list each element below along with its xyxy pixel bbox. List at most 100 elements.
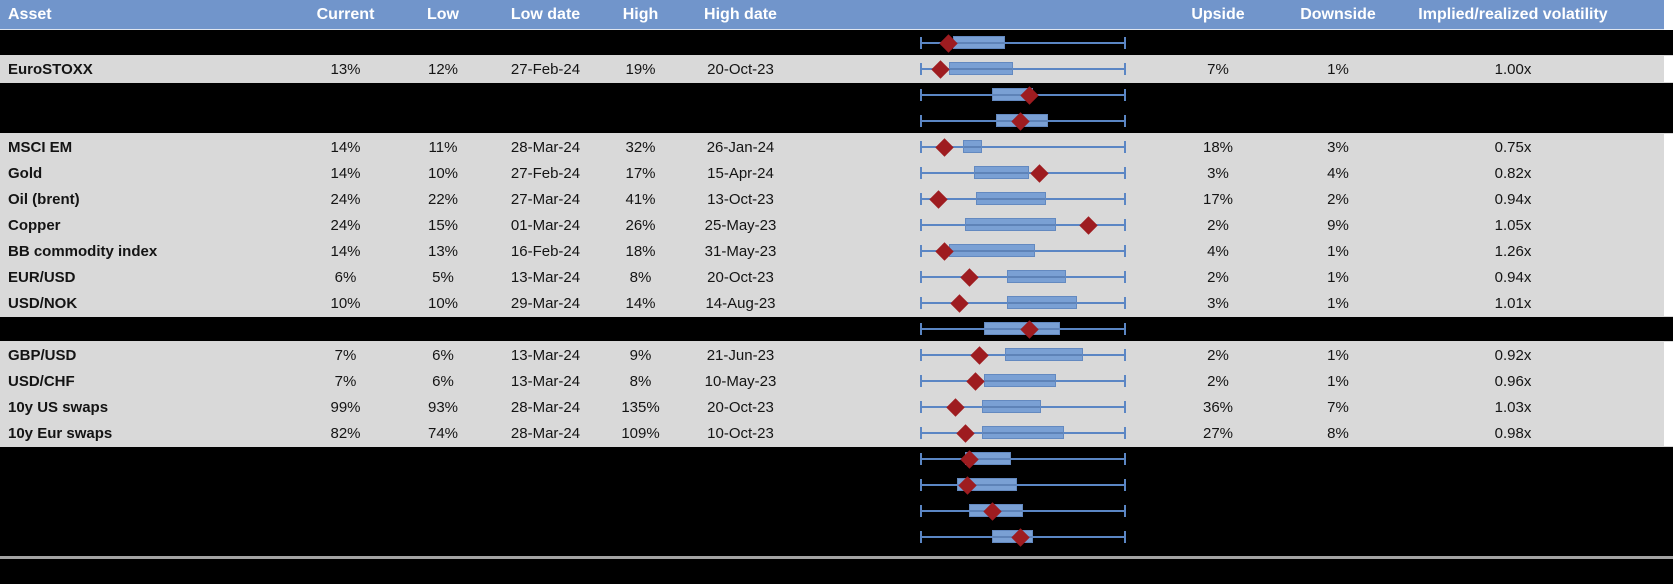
box-median-line — [984, 379, 1055, 382]
cell-current: 7% — [334, 346, 357, 364]
whisker-cap-left — [920, 89, 922, 101]
interquartile-box — [975, 192, 1046, 205]
cell-boxplot — [808, 342, 1138, 368]
whisker-cap-right — [1124, 479, 1126, 491]
cell-high: 32% — [625, 138, 656, 156]
cell-upside: 2% — [1207, 268, 1229, 286]
range-boxplot — [920, 56, 1126, 82]
cell-highdate: 20-Oct-23 — [707, 398, 774, 416]
asset-row: EuroSTOXX 13% 12% 27-Feb-24 19% 20-Oct-23 7% 1%… — [0, 56, 1664, 82]
cell-boxplot — [808, 368, 1138, 394]
cell-boxplot — [808, 524, 1138, 550]
asset-row: MSCI EM 14% 11% 28-Mar-24 32% 26-Jan-24 18% 3% 0… — [0, 134, 1664, 160]
asset-row: 10y Eur swaps 82% 74% 28-Mar-24 109% 10-Oct-2… — [0, 420, 1664, 446]
interquartile-box — [948, 244, 1036, 257]
cell-high: 18% — [625, 242, 656, 260]
cell-downside: 1% — [1327, 294, 1349, 312]
box-median-line — [966, 223, 1055, 226]
cell-high: 14% — [625, 294, 656, 312]
current-level-diamond — [956, 423, 975, 443]
interquartile-box — [981, 400, 1042, 413]
range-boxplot — [920, 108, 1126, 134]
whisker-cap-right — [1124, 427, 1126, 439]
cell-upside: 36% — [1202, 398, 1234, 416]
cell-implied: 1.03x — [1494, 398, 1532, 416]
cell-highdate: 21-Jun-23 — [706, 346, 775, 364]
cell-lowdate: 27-Feb-24 — [510, 164, 581, 182]
cell-implied: 1.26x — [1494, 242, 1532, 260]
box-median-line — [964, 145, 981, 148]
cell-downside: 3% — [1327, 138, 1349, 156]
cell-low: 13% — [427, 242, 459, 260]
interquartile-box — [1004, 348, 1083, 361]
cell-boxplot — [808, 472, 1138, 498]
cell-highdate: 20-Oct-23 — [707, 60, 774, 78]
asset-row: Oil (brent) 24% 22% 27-Mar-24 41% 13-Oct-23 17… — [0, 186, 1664, 212]
cell-low: 6% — [432, 346, 454, 364]
cell-lowdate: 29-Mar-24 — [510, 294, 581, 312]
interquartile-box — [983, 374, 1056, 387]
cell-implied: 0.98x — [1494, 424, 1532, 442]
cell-upside: 3% — [1207, 164, 1229, 182]
cell-upside: 2% — [1207, 346, 1229, 364]
whisker-cap-right — [1124, 63, 1126, 75]
interquartile-box — [981, 426, 1065, 439]
column-header-high: High — [622, 5, 659, 23]
interquartile-box — [1006, 296, 1077, 309]
cell-upside: 17% — [1202, 190, 1234, 208]
cell-low: 22% — [427, 190, 459, 208]
whisker-line — [920, 510, 1126, 512]
cell-boxplot — [808, 420, 1138, 446]
whisker-cap-right — [1124, 349, 1126, 361]
whisker-cap-left — [920, 375, 922, 387]
cell-boxplot — [808, 498, 1138, 524]
whisker-cap-left — [920, 245, 922, 257]
cell-asset: USD/CHF — [8, 372, 75, 390]
current-level-diamond — [1079, 215, 1099, 235]
column-header-lowdate: Low date — [510, 5, 581, 23]
cell-downside: 4% — [1327, 164, 1349, 182]
whisker-cap-left — [920, 427, 922, 439]
cell-high: 19% — [625, 60, 656, 78]
cell-lowdate: 16-Feb-24 — [510, 242, 581, 260]
interquartile-box — [948, 62, 1013, 75]
spacer-row — [0, 498, 1673, 524]
box-median-line — [954, 41, 1004, 44]
cell-highdate: 20-Oct-23 — [707, 268, 774, 286]
whisker-cap-right — [1124, 297, 1126, 309]
table-body: EuroSTOXX 13% 12% 27-Feb-24 19% 20-Oct-23 7% 1%… — [0, 30, 1673, 550]
whisker-cap-left — [920, 453, 922, 465]
spacer-row — [0, 524, 1673, 550]
cell-high: 9% — [629, 346, 652, 364]
spacer-row — [0, 316, 1673, 342]
column-header-implied: Implied/realized volatility — [1418, 5, 1608, 23]
range-boxplot — [920, 394, 1126, 420]
cell-lowdate: 13-Mar-24 — [510, 346, 581, 364]
column-header-asset: Asset — [8, 5, 52, 23]
cell-high: 26% — [625, 216, 656, 234]
whisker-cap-right — [1124, 323, 1126, 335]
whisker-line — [920, 146, 1126, 148]
cell-asset: Copper — [8, 216, 61, 234]
asset-row: Gold 14% 10% 27-Feb-24 17% 15-Apr-24 3% 4% 0.82x — [0, 160, 1664, 186]
whisker-cap-left — [920, 505, 922, 517]
whisker-cap-right — [1124, 167, 1126, 179]
table-header-row: Asset Current Low Low date High High date Upsi… — [0, 0, 1664, 30]
cell-implied: 0.92x — [1494, 346, 1532, 364]
box-median-line — [966, 457, 1010, 460]
cell-high: 135% — [621, 398, 660, 416]
spacer-row — [0, 30, 1673, 56]
cell-boxplot — [808, 212, 1138, 238]
box-median-line — [949, 67, 1012, 70]
range-boxplot — [920, 472, 1126, 498]
whisker-cap-right — [1124, 531, 1126, 543]
cell-high: 8% — [629, 268, 652, 286]
cell-downside: 1% — [1327, 268, 1349, 286]
range-boxplot — [920, 238, 1126, 264]
cell-current: 14% — [330, 138, 361, 156]
cell-implied: 1.05x — [1494, 216, 1532, 234]
box-median-line — [982, 405, 1041, 408]
cell-implied: 0.94x — [1494, 190, 1532, 208]
current-level-diamond — [1030, 163, 1049, 183]
